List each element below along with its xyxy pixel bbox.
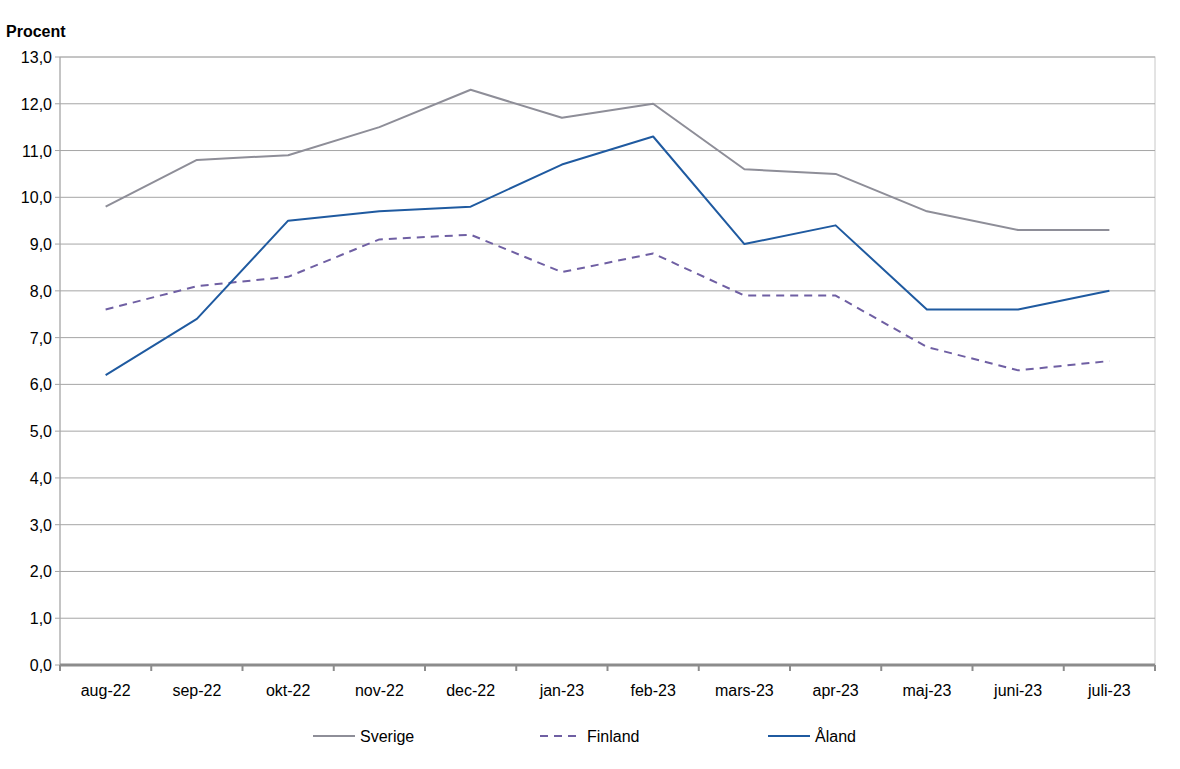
x-tick — [242, 665, 244, 671]
y-tick-label: 1,0 — [30, 610, 52, 627]
legend-swatch — [313, 735, 355, 737]
x-tick — [698, 665, 700, 671]
grid-line — [60, 571, 1155, 572]
y-tick-label: 6,0 — [30, 376, 52, 393]
y-tick-label: 9,0 — [30, 236, 52, 253]
y-tick-label: 10,0 — [21, 189, 52, 206]
legend-label: Åland — [815, 727, 856, 745]
x-tick — [333, 665, 335, 671]
grid-line — [60, 524, 1155, 525]
y-tick — [55, 337, 60, 338]
grid-line — [60, 618, 1155, 619]
grid-line — [60, 431, 1155, 432]
grid-line — [60, 244, 1155, 245]
grid-line — [60, 103, 1155, 104]
y-axis — [60, 57, 61, 665]
legend-swatch — [768, 735, 810, 737]
x-tick — [607, 665, 609, 671]
x-tick — [1154, 665, 1156, 671]
x-tick — [1063, 665, 1065, 671]
x-tick-label: jan-23 — [539, 682, 585, 699]
y-tick — [55, 477, 60, 478]
x-tick-label: aug-22 — [81, 682, 131, 699]
y-tick-label: 4,0 — [30, 470, 52, 487]
legend-label: Sverige — [360, 728, 414, 745]
y-tick-label: 13,0 — [21, 49, 52, 66]
series-group — [106, 90, 1110, 375]
x-tick-label: sep-22 — [172, 682, 221, 699]
chart: 0,0 1,0 2,0 3,0 4,0 5,0 6,0 7,0 8,0 9,0 10,0 11,0 12… — [0, 0, 1180, 769]
legend: Sverige Finland Åland — [313, 727, 856, 745]
y-tick — [55, 384, 60, 385]
grid-line — [60, 477, 1155, 478]
y-tick — [55, 103, 60, 104]
x-tick-label: feb-23 — [630, 682, 675, 699]
y-tick-label: 8,0 — [30, 283, 52, 300]
y-tick — [55, 244, 60, 245]
x-tick — [789, 665, 791, 671]
y-tick-label: 12,0 — [21, 96, 52, 113]
y-tick — [55, 571, 60, 572]
x-tick-label: mars-23 — [715, 682, 774, 699]
plot-frame — [60, 57, 1155, 665]
y-tick — [55, 431, 60, 432]
x-tick — [880, 665, 882, 671]
legend-label: Finland — [587, 728, 639, 745]
x-tick — [59, 665, 61, 671]
x-tick — [972, 665, 974, 671]
x-tick-label: juni-23 — [993, 682, 1042, 699]
grid-line — [60, 384, 1155, 385]
y-tick-label: 7,0 — [30, 330, 52, 347]
x-tick — [515, 665, 517, 671]
x-tick-label: okt-22 — [266, 682, 311, 699]
y-tick — [55, 197, 60, 198]
x-tick — [424, 665, 426, 671]
series-line — [106, 90, 1110, 230]
y-tick — [55, 524, 60, 525]
y-tick-label: 0,0 — [30, 657, 52, 674]
x-tick-label: apr-23 — [813, 682, 859, 699]
y-tick — [55, 618, 60, 619]
x-tick-label: juli-23 — [1087, 682, 1131, 699]
y-axis-label: Procent — [6, 23, 66, 40]
x-tick-label: nov-22 — [355, 682, 404, 699]
grid-line — [60, 197, 1155, 198]
x-tick-label: maj-23 — [902, 682, 951, 699]
grid-line — [60, 57, 1155, 58]
series-line — [106, 137, 1110, 376]
y-tick-label: 11,0 — [22, 143, 52, 160]
grid-line — [60, 337, 1155, 338]
y-tick-label: 2,0 — [30, 563, 52, 580]
legend-swatch — [540, 735, 582, 737]
y-tick — [55, 57, 60, 58]
y-tick-label: 3,0 — [30, 517, 52, 534]
y-tick — [55, 150, 60, 151]
y-tick — [55, 290, 60, 291]
x-tick — [150, 665, 152, 671]
x-tick-label: dec-22 — [446, 682, 495, 699]
y-tick-label: 5,0 — [30, 423, 52, 440]
